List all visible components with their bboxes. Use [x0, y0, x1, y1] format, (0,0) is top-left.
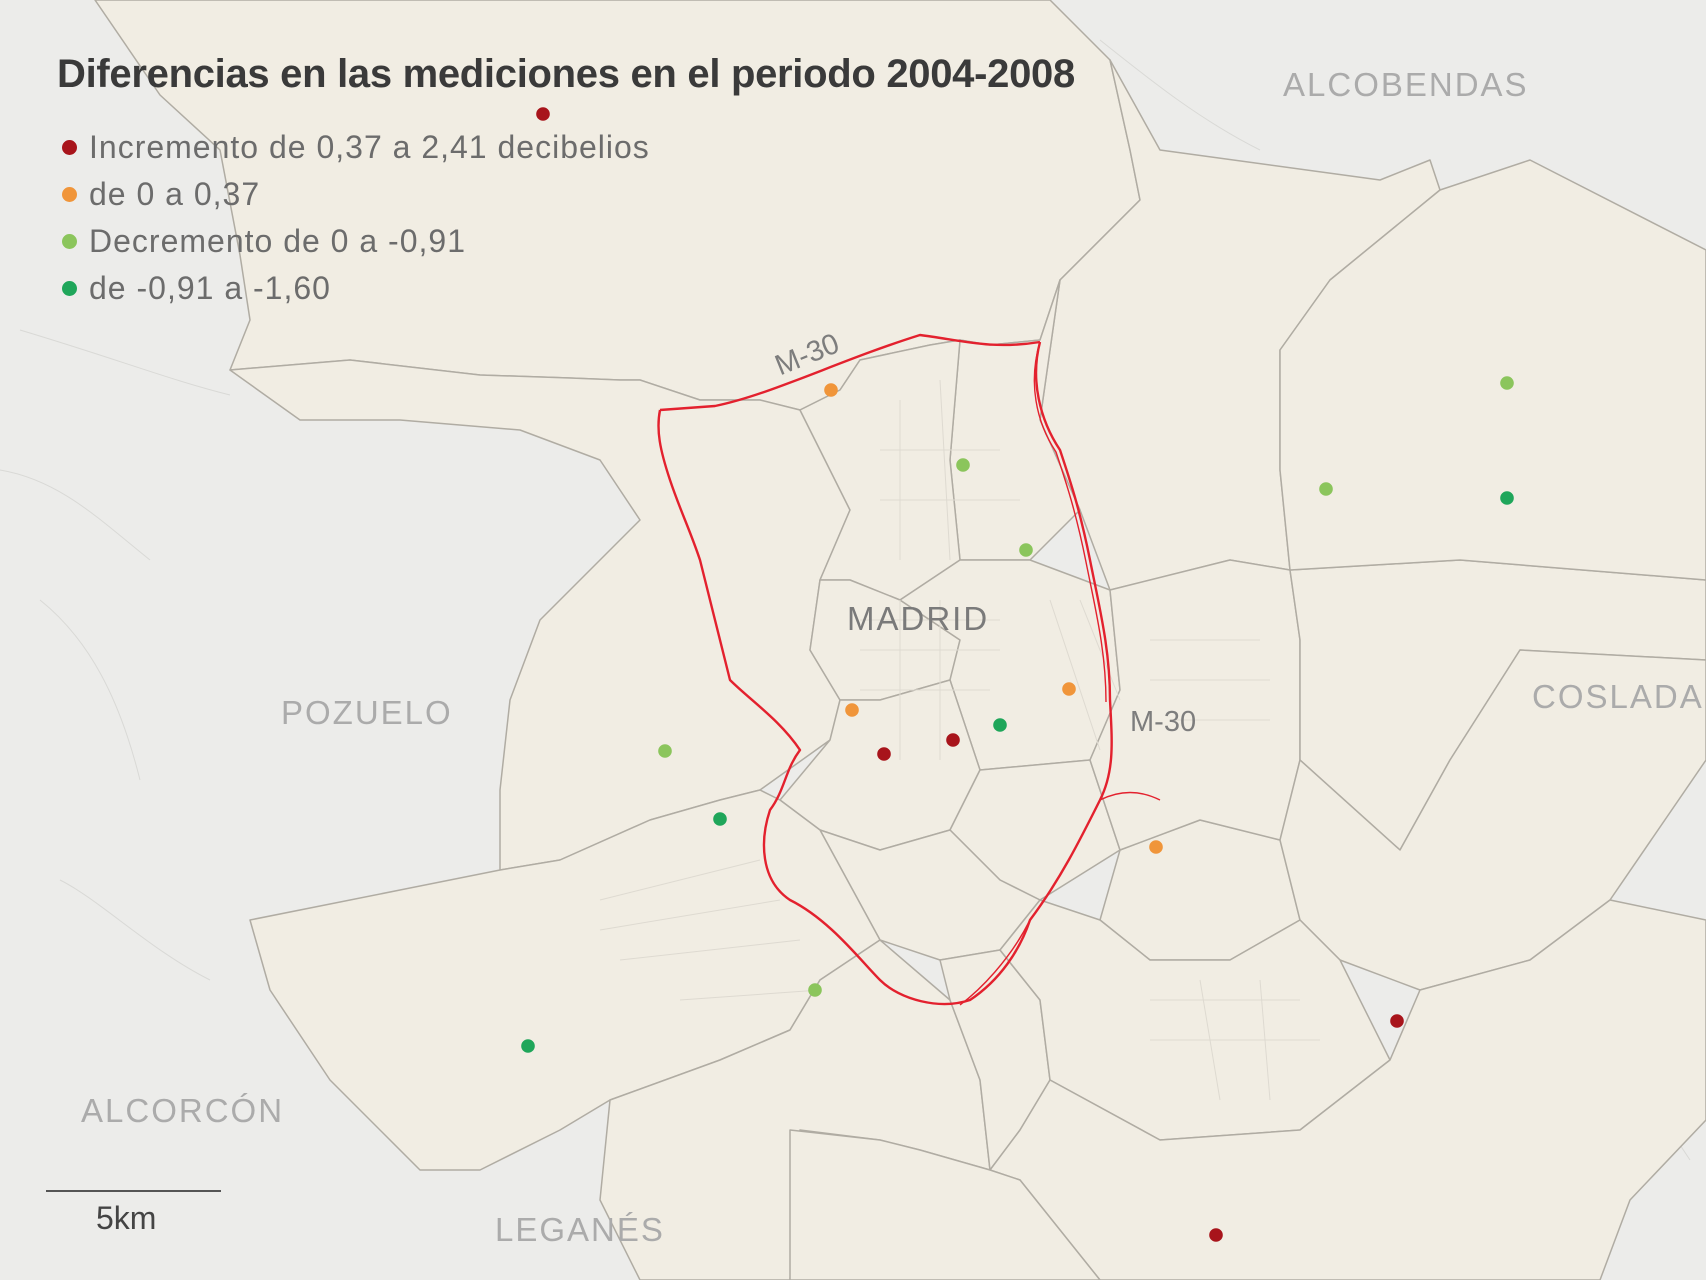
street-texture — [599, 379, 1320, 1101]
place-label-coslada: COSLADA — [1532, 678, 1704, 715]
measurement-point — [1319, 482, 1333, 496]
legend-dot-icon — [62, 281, 77, 296]
measurement-point — [1209, 1228, 1223, 1242]
legend-item-decrease: Decremento de 0 a -0,91 — [62, 218, 650, 265]
measurement-point — [956, 458, 970, 472]
scale-bar: 5km — [46, 1190, 221, 1237]
legend-dot-icon — [62, 234, 77, 249]
measurement-point — [824, 383, 838, 397]
measurement-point — [845, 703, 859, 717]
measurement-point — [1019, 543, 1033, 557]
legend-dot-icon — [62, 187, 77, 202]
measurement-point — [1062, 682, 1076, 696]
place-label-alcobendas: ALCOBENDAS — [1283, 66, 1529, 103]
measurement-point — [1500, 491, 1514, 505]
measurement-point — [658, 744, 672, 758]
measurement-point — [946, 733, 960, 747]
legend-item-strong-decrease: de -0,91 a -1,60 — [62, 265, 650, 312]
measurement-point — [536, 107, 550, 121]
measurement-points — [521, 107, 1514, 1242]
place-label-leganes: LEGANÉS — [495, 1211, 665, 1248]
legend-label: Incremento de 0,37 a 2,41 decibelios — [89, 129, 650, 165]
legend-item-slight-increase: de 0 a 0,37 — [62, 171, 650, 218]
road-label-m30-east: M-30 — [1130, 706, 1197, 738]
measurement-point — [521, 1039, 535, 1053]
measurement-point — [993, 718, 1007, 732]
district-villaverde — [789, 1129, 1101, 1280]
measurement-point — [1390, 1014, 1404, 1028]
place-label-alcorcon: ALCORCÓN — [81, 1092, 285, 1129]
district-barajas — [1279, 159, 1706, 581]
legend-label: de 0 a 0,37 — [89, 176, 261, 212]
measurement-point — [877, 747, 891, 761]
district-ciudad-lineal — [1089, 559, 1301, 851]
legend-dot-icon — [62, 140, 77, 155]
measurement-point — [1500, 376, 1514, 390]
measurement-point — [1149, 840, 1163, 854]
measurement-point — [713, 812, 727, 826]
map-title: Diferencias en las mediciones en el peri… — [57, 52, 1075, 96]
m30-ring-road — [657, 333, 1161, 1006]
scale-label: 5km — [96, 1200, 157, 1236]
legend-label: de -0,91 a -1,60 — [89, 270, 331, 306]
place-label-madrid: MADRID — [847, 600, 990, 637]
scale-bar-line — [46, 1190, 221, 1192]
legend-item-increase: Incremento de 0,37 a 2,41 decibelios — [62, 124, 650, 171]
place-label-pozuelo: POZUELO — [281, 694, 453, 731]
measurement-point — [808, 983, 822, 997]
legend: Incremento de 0,37 a 2,41 decibelios de … — [62, 124, 650, 312]
legend-label: Decremento de 0 a -0,91 — [89, 223, 466, 259]
municipal-districts — [94, 0, 1706, 1280]
